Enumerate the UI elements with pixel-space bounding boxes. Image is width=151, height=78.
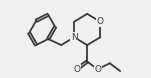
Text: N: N bbox=[71, 33, 78, 42]
Text: O: O bbox=[73, 65, 80, 74]
Text: O: O bbox=[97, 17, 104, 26]
Text: O: O bbox=[94, 65, 101, 74]
